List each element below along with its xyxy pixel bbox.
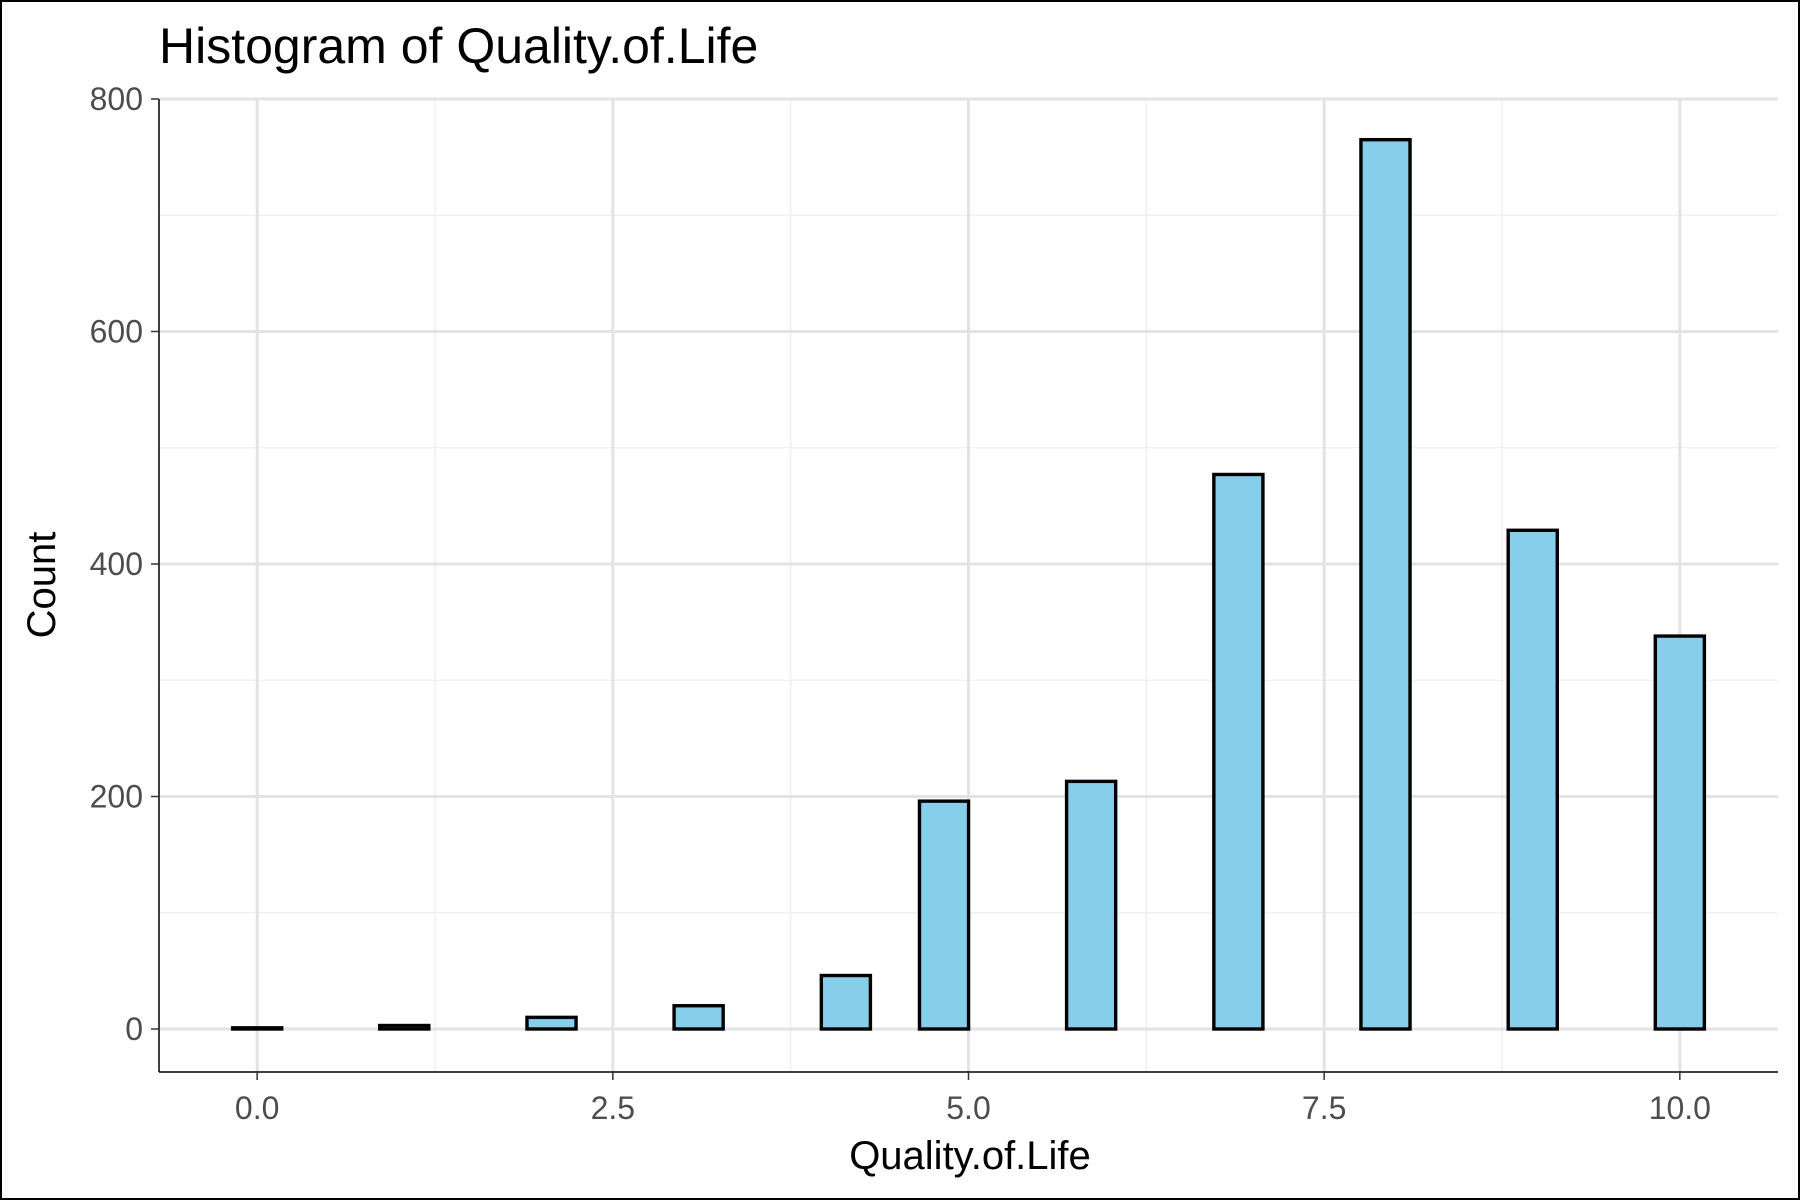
x-tick-label: 0.0 bbox=[235, 1090, 279, 1126]
y-axis-ticks: 0 200 400 600 800 bbox=[90, 81, 159, 1047]
y-tick-label: 200 bbox=[90, 778, 143, 814]
y-tick-label: 0 bbox=[125, 1011, 143, 1047]
x-axis-ticks: 0.0 2.5 5.0 7.5 10.0 bbox=[235, 1072, 1711, 1126]
histogram-bar bbox=[230, 1026, 284, 1031]
histogram-bar bbox=[1064, 779, 1118, 1031]
histogram-bar bbox=[672, 1004, 725, 1031]
histogram-bar bbox=[525, 1015, 578, 1031]
x-tick-label: 5.0 bbox=[946, 1090, 990, 1126]
x-tick-label: 7.5 bbox=[1302, 1090, 1346, 1126]
y-axis-title: Count bbox=[20, 532, 64, 639]
histogram-bar bbox=[1359, 137, 1412, 1031]
histogram-bar bbox=[1506, 528, 1559, 1031]
x-tick-label: 2.5 bbox=[591, 1090, 635, 1126]
histogram-bar bbox=[819, 973, 873, 1031]
histogram-bar bbox=[1653, 634, 1707, 1031]
chart-title: Histogram of Quality.of.Life bbox=[159, 18, 758, 74]
y-tick-label: 400 bbox=[90, 546, 143, 582]
y-tick-label: 800 bbox=[90, 81, 143, 117]
histogram-bar bbox=[1212, 472, 1265, 1031]
histogram-bar bbox=[378, 1023, 431, 1031]
x-axis-title: Quality.of.Life bbox=[849, 1134, 1091, 1178]
y-tick-label: 600 bbox=[90, 313, 143, 349]
x-tick-label: 10.0 bbox=[1649, 1090, 1711, 1126]
histogram-bars bbox=[230, 137, 1707, 1031]
histogram-bar bbox=[917, 799, 971, 1031]
